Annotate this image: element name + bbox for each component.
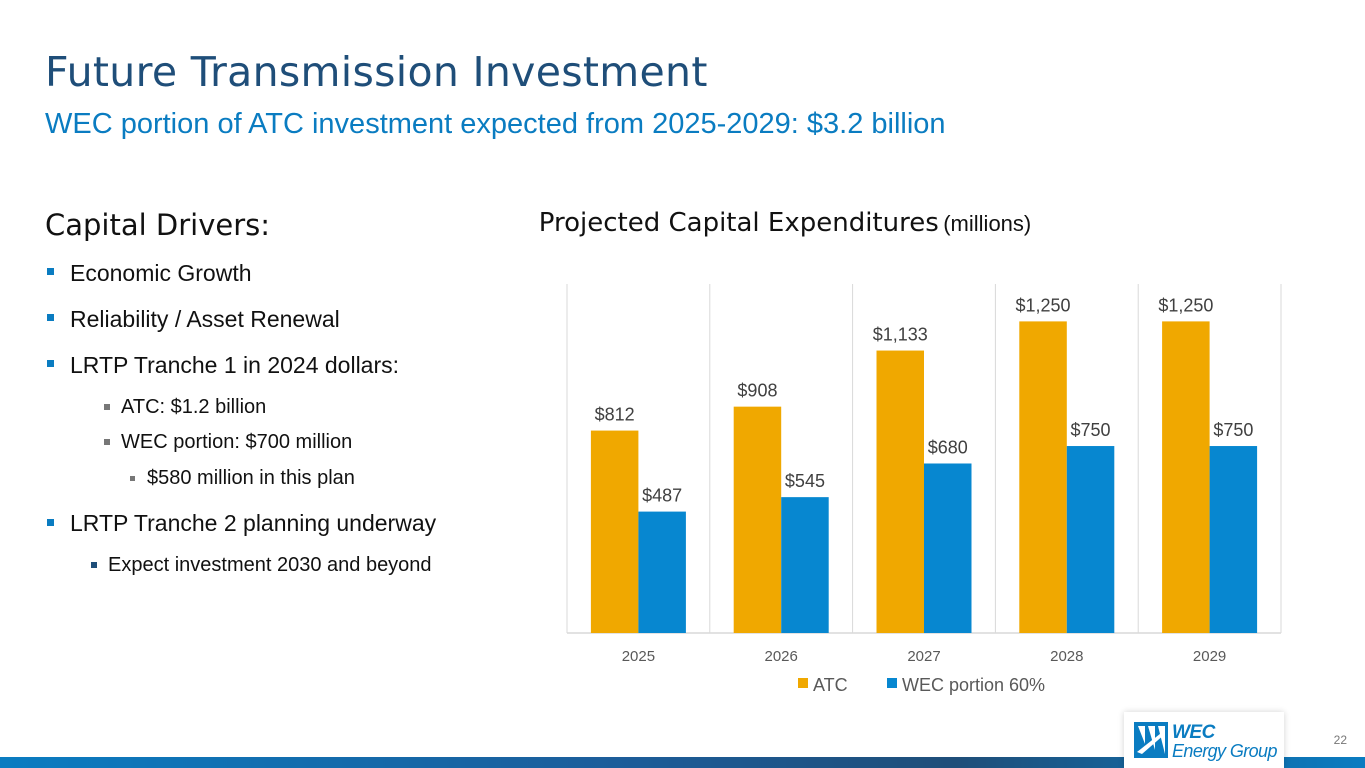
x-tick-label: 2029 (1193, 648, 1226, 665)
legend-swatch-atc (798, 678, 808, 688)
driver-atc-amount: ATC: $1.2 billion (121, 396, 267, 418)
data-label: $545 (785, 471, 825, 491)
bullet-square-icon (47, 360, 54, 367)
bar-atc-2025 (590, 430, 639, 633)
page-number: 22 (1333, 733, 1347, 747)
bar-wec-2027 (924, 463, 972, 633)
bullet-square-icon (47, 314, 54, 321)
data-label: $487 (642, 486, 682, 506)
x-tick-label: 2027 (907, 648, 940, 665)
logo-text-wec: WEC (1172, 722, 1215, 743)
data-label: $812 (595, 405, 635, 425)
bullet-square-icon (47, 268, 54, 275)
legend-label: WEC portion 60% (902, 675, 1045, 695)
footer-bar (0, 757, 1365, 768)
x-tick-label: 2026 (765, 648, 798, 665)
x-tick-label: 2028 (1050, 648, 1083, 665)
driver-economic-growth: Economic Growth (70, 260, 252, 286)
bar-wec-2025 (638, 511, 686, 633)
bar-wec-2029 (1209, 446, 1258, 633)
bullet-square-icon (104, 404, 110, 410)
driver-expect-investment: Expect investment 2030 and beyond (108, 554, 432, 576)
data-label: $750 (1213, 420, 1253, 440)
data-label: $750 (1071, 420, 1111, 440)
logo-text-energy-group: Energy Group (1172, 741, 1277, 761)
bar-atc-2027 (876, 350, 924, 633)
bar-atc-2026 (733, 406, 782, 633)
bullet-square-icon (91, 562, 97, 568)
wec-logo: WEC Energy Group (1124, 712, 1284, 768)
driver-reliability: Reliability / Asset Renewal (70, 306, 340, 332)
bar-wec-2026 (781, 497, 829, 633)
driver-lrtp-tranche-1: LRTP Tranche 1 in 2024 dollars: (70, 352, 400, 378)
driver-lrtp-tranche-2: LRTP Tranche 2 planning underway (70, 510, 437, 536)
slide-title: Future Transmission Investment (45, 48, 708, 96)
x-tick-label: 2025 (622, 648, 655, 665)
chart-title: Projected Capital Expenditures (millions… (0, 208, 1365, 238)
bar-atc-2029 (1162, 321, 1210, 633)
data-label: $1,250 (1158, 295, 1213, 315)
driver-in-plan: $580 million in this plan (147, 467, 355, 489)
data-label: $680 (928, 437, 968, 457)
bullet-square-icon (130, 476, 135, 481)
bullet-square-icon (47, 519, 54, 526)
driver-wec-portion: WEC portion: $700 million (121, 431, 353, 453)
data-label: $908 (737, 381, 777, 401)
capital-drivers-heading: Capital Drivers: (45, 208, 271, 242)
chart-title-main: Projected Capital Expenditures (538, 208, 939, 238)
wec-logo-mark-icon (1134, 722, 1168, 758)
bar-wec-2028 (1066, 446, 1115, 633)
slide-subtitle: WEC portion of ATC investment expected f… (45, 108, 946, 140)
bar-atc-2028 (1019, 321, 1067, 633)
bullet-square-icon (104, 439, 110, 445)
data-label: $1,133 (873, 325, 928, 345)
data-label: $1,250 (1016, 295, 1071, 315)
legend-label: ATC (813, 675, 848, 695)
legend-swatch-wec (887, 678, 897, 688)
chart-title-units: (millions) (943, 211, 1032, 236)
